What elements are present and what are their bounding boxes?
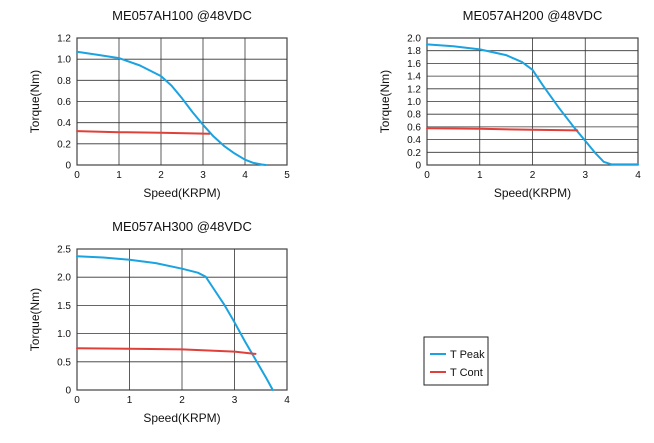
- y-tick-label: 0: [65, 161, 71, 172]
- x-tick-label: 0: [74, 170, 80, 181]
- y-tick-label: 1.0: [407, 97, 421, 108]
- x-tick-label: 4: [284, 395, 290, 406]
- y-tick-label: 0.8: [57, 76, 71, 87]
- x-tick-label: 1: [127, 395, 133, 406]
- legend-box: [423, 336, 489, 386]
- x-tick-label: 1: [116, 170, 122, 181]
- series-line-t-peak: [76, 255, 274, 391]
- x-axis-label: Speed(KRPM): [494, 186, 571, 200]
- y-tick-label: 0: [65, 386, 71, 397]
- x-tick-label: 0: [74, 395, 80, 406]
- y-tick-label: 0: [415, 161, 421, 172]
- y-axis-label: Torque(Nm): [378, 70, 392, 133]
- y-axis-label: Torque(Nm): [28, 70, 42, 133]
- x-axis-label: Speed(KRPM): [143, 411, 220, 425]
- y-tick-label: 0.8: [407, 110, 421, 121]
- series-line-t-peak: [76, 50, 267, 166]
- y-tick-label: 0.2: [407, 148, 421, 159]
- x-tick-label: 5: [284, 170, 290, 181]
- y-tick-label: 1.4: [407, 72, 421, 83]
- y-tick-label: 1.0: [57, 329, 71, 340]
- y-tick-label: 0.6: [57, 97, 71, 108]
- x-tick-label: 3: [232, 395, 238, 406]
- x-tick-label: 3: [200, 170, 206, 181]
- y-axis-label: Torque(Nm): [28, 288, 42, 351]
- y-tick-label: 2.0: [407, 34, 421, 45]
- y-tick-label: 0.4: [57, 118, 71, 129]
- x-tick-label: 0: [424, 170, 430, 181]
- series-line-t-cont: [426, 127, 579, 132]
- x-tick-label: 2: [530, 170, 536, 181]
- chart-title: ME057AH300 @48VDC: [112, 219, 252, 234]
- x-tick-label: 2: [179, 395, 185, 406]
- series-line-t-peak: [426, 43, 639, 166]
- x-tick-label: 4: [635, 170, 641, 181]
- y-tick-label: 0.5: [57, 357, 71, 368]
- legend-label: T Peak: [450, 349, 485, 361]
- x-axis-label: Speed(KRPM): [143, 186, 220, 200]
- x-tick-label: 1: [477, 170, 483, 181]
- chart-title: ME057AH100 @48VDC: [112, 8, 252, 23]
- y-tick-label: 1.2: [407, 84, 421, 95]
- y-tick-label: 0.6: [407, 122, 421, 133]
- y-tick-label: 2.0: [57, 273, 71, 284]
- series-line-t-cont: [76, 347, 257, 355]
- chart-title: ME057AH200 @48VDC: [463, 8, 603, 23]
- y-tick-label: 2.5: [57, 245, 71, 256]
- series-line-t-cont: [76, 130, 211, 135]
- y-tick-label: 1.6: [407, 59, 421, 70]
- x-tick-label: 2: [158, 170, 164, 181]
- x-tick-label: 4: [242, 170, 248, 181]
- y-tick-label: 0.2: [57, 139, 71, 150]
- y-tick-label: 1.5: [57, 301, 71, 312]
- y-tick-label: 1.8: [407, 46, 421, 57]
- y-tick-label: 0.4: [407, 135, 421, 146]
- y-tick-label: 1.0: [57, 55, 71, 66]
- y-tick-label: 1.2: [57, 34, 71, 45]
- x-tick-label: 3: [582, 170, 588, 181]
- legend-label: T Cont: [450, 367, 483, 379]
